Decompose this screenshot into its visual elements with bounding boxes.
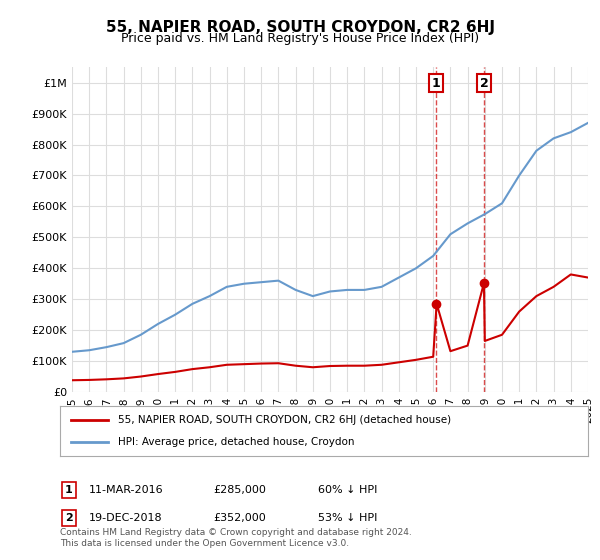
Text: 2: 2 — [65, 513, 73, 523]
Text: 19-DEC-2018: 19-DEC-2018 — [89, 513, 163, 523]
Text: 60% ↓ HPI: 60% ↓ HPI — [319, 485, 377, 495]
Text: 55, NAPIER ROAD, SOUTH CROYDON, CR2 6HJ: 55, NAPIER ROAD, SOUTH CROYDON, CR2 6HJ — [106, 20, 494, 35]
Text: 11-MAR-2016: 11-MAR-2016 — [89, 485, 163, 495]
Text: 1: 1 — [432, 77, 440, 90]
Text: HPI: Average price, detached house, Croydon: HPI: Average price, detached house, Croy… — [118, 437, 355, 447]
Text: Contains HM Land Registry data © Crown copyright and database right 2024.
This d: Contains HM Land Registry data © Crown c… — [60, 528, 412, 548]
Text: 53% ↓ HPI: 53% ↓ HPI — [319, 513, 377, 523]
Text: 55, NAPIER ROAD, SOUTH CROYDON, CR2 6HJ (detached house): 55, NAPIER ROAD, SOUTH CROYDON, CR2 6HJ … — [118, 415, 451, 425]
Text: Price paid vs. HM Land Registry's House Price Index (HPI): Price paid vs. HM Land Registry's House … — [121, 32, 479, 45]
Text: 2: 2 — [480, 77, 488, 90]
Text: £285,000: £285,000 — [214, 485, 266, 495]
Text: £352,000: £352,000 — [214, 513, 266, 523]
Text: 1: 1 — [65, 485, 73, 495]
